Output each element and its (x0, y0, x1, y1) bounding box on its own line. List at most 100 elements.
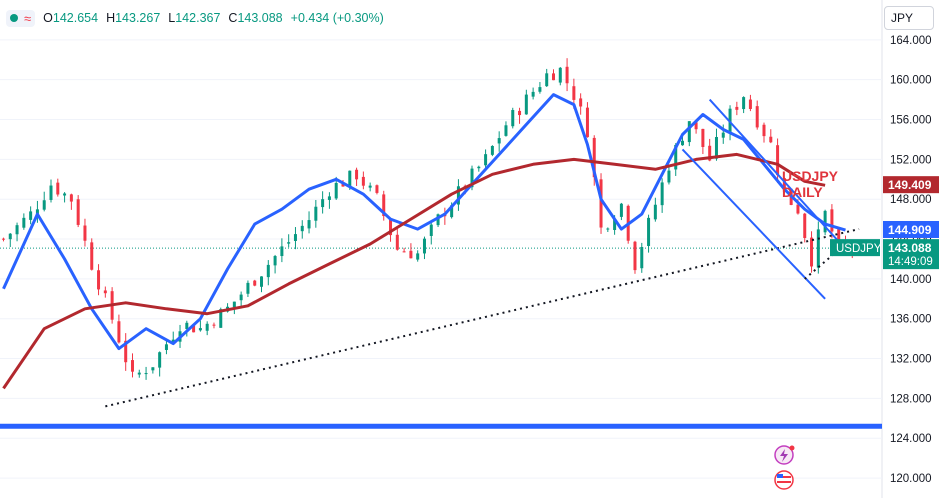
ma-fast-line (2, 93, 846, 351)
candle-body (830, 209, 834, 232)
candle-body (56, 182, 60, 195)
candle-body (42, 200, 46, 210)
candle-body (368, 185, 372, 188)
candle-body (63, 193, 67, 196)
candle-body (572, 86, 576, 100)
candle-body (219, 309, 223, 328)
series-status-pill[interactable]: ≈ (6, 9, 36, 27)
symbol-tag-label: USDJPY (836, 243, 882, 255)
candle-body (280, 246, 284, 257)
candle-body (103, 290, 107, 294)
candle-body (524, 94, 528, 115)
candle-body (29, 211, 33, 220)
candle-body (511, 110, 515, 127)
ohlc-legend: ≈ O142.654 H143.267 L142.367 C143.088 +0… (6, 7, 384, 29)
candle-body (504, 125, 508, 136)
us-flag-icon[interactable] (774, 470, 794, 490)
candle-body (477, 166, 481, 169)
candle-body (742, 97, 746, 110)
candle-body (361, 176, 365, 186)
ohlc-open: O142.654 (43, 11, 99, 25)
ohlc-low: L142.367 (168, 11, 221, 25)
y-axis: 120.000 124.000 128.000 132.000 136.000 140.0… (890, 35, 932, 485)
y-tick-label: 136.000 (890, 314, 932, 326)
ohlc-close: C143.088 (228, 11, 283, 25)
candles (1, 58, 854, 380)
candle-body (796, 204, 800, 214)
y-tick-label: 164.000 (890, 35, 932, 47)
ohlc-high: H143.267 (106, 11, 161, 25)
price-tag (883, 176, 939, 194)
wave-icon: ≈ (24, 10, 32, 26)
candle-body (769, 136, 773, 143)
candle-body (579, 98, 583, 107)
candle-body (130, 360, 134, 372)
currency-selector[interactable]: JPY (884, 6, 934, 30)
ma-slow-line (2, 152, 826, 390)
price-tag (883, 220, 939, 238)
candle-body (300, 225, 304, 232)
candle-body (287, 242, 291, 244)
ohlc-change: +0.434 (+0.30%) (290, 11, 384, 25)
candle-body (782, 178, 786, 192)
y-tick-label: 124.000 (890, 433, 932, 445)
candle-body (436, 214, 440, 226)
price-tag-time: 14:49:09 (888, 256, 933, 268)
candle-body (416, 253, 420, 260)
candle-body (484, 154, 488, 166)
candle-body (8, 233, 12, 240)
candle-body (83, 225, 87, 241)
price-tag-value: 144.909 (888, 223, 932, 237)
y-tick-label: 132.000 (890, 354, 932, 366)
candle-body (613, 219, 617, 230)
candle-body (253, 280, 257, 286)
y-tick-label: 152.000 (890, 154, 932, 166)
candle-body (429, 224, 433, 236)
candle-body (456, 186, 460, 205)
candle-body (232, 301, 236, 308)
candle-body (803, 213, 807, 238)
candle-body (402, 251, 406, 253)
candle-body (606, 228, 610, 230)
candle-body (273, 256, 277, 266)
candle-body (633, 241, 637, 271)
candle-body (490, 145, 494, 155)
candle-body (531, 91, 535, 97)
candle-body (708, 145, 712, 161)
price-tag (883, 239, 939, 270)
candle-body (35, 209, 39, 215)
grid (0, 0, 883, 498)
candle-body (565, 66, 569, 84)
candle-body (701, 128, 705, 147)
candle-body (810, 237, 814, 267)
horizontal-lines (0, 247, 882, 429)
candle-body (260, 276, 264, 287)
candle-body (22, 217, 26, 228)
candle-body (585, 107, 589, 138)
candle-body (293, 234, 297, 241)
candle-body (538, 87, 542, 92)
live-dot-icon (10, 14, 18, 22)
candle-body (619, 203, 623, 217)
candle-body (755, 106, 759, 128)
symbol-tag (830, 239, 880, 257)
candle-body (470, 168, 474, 188)
candle-body (681, 140, 685, 146)
candle-body (599, 179, 603, 228)
candle-body (348, 170, 352, 187)
candle-body (558, 67, 562, 83)
candle-body (171, 339, 175, 343)
candle-body (307, 220, 311, 229)
flash-icon[interactable] (774, 445, 795, 465)
trendline (105, 228, 860, 408)
trendline (708, 98, 847, 250)
candle-body (314, 206, 318, 221)
trendlines (105, 98, 860, 408)
candle-body (1, 238, 5, 240)
candle-body (49, 185, 53, 200)
trendline (681, 148, 826, 300)
candle-body (721, 132, 725, 138)
candle-body (158, 352, 162, 368)
candle-body (667, 170, 671, 183)
